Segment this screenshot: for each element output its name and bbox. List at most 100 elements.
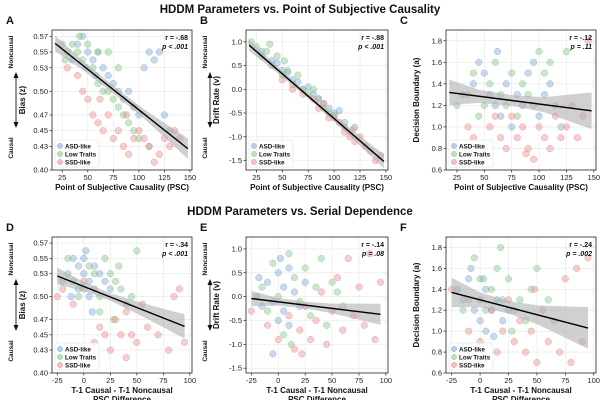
y-tick-label: 0.0 xyxy=(232,292,242,301)
x-tick-label: 25 xyxy=(252,173,260,182)
data-point-ssd xyxy=(96,95,104,103)
data-point-low xyxy=(544,296,552,304)
data-point-ssd xyxy=(175,285,183,293)
data-point-ssd xyxy=(306,336,315,344)
data-point-asd xyxy=(160,111,168,119)
x-tick-label: 75 xyxy=(355,376,363,385)
side-arrow-up-icon xyxy=(13,72,19,78)
x-tick-label: 50 xyxy=(533,376,541,385)
data-point-ssd xyxy=(154,331,162,339)
data-point-ssd xyxy=(510,338,518,346)
x-tick-label: 50 xyxy=(84,173,92,182)
data-point-ssd xyxy=(584,37,592,45)
data-point-asd xyxy=(88,308,96,316)
data-point-low xyxy=(273,52,281,60)
data-point-low xyxy=(74,293,83,301)
data-point-low xyxy=(76,32,84,40)
data-point-asd xyxy=(546,80,554,88)
data-point-ssd xyxy=(119,142,128,150)
x-tick-label: 25 xyxy=(453,173,461,182)
data-point-ssd xyxy=(109,134,117,143)
data-point-ssd xyxy=(312,316,320,325)
y-axis-label: Drift Rate (v) xyxy=(212,281,221,329)
data-point-low xyxy=(315,95,323,103)
x-tick-label: 25 xyxy=(106,376,114,385)
data-point-low xyxy=(117,285,125,293)
y-tick-label: 0.6 xyxy=(432,166,442,175)
data-point-ssd xyxy=(289,85,297,93)
y-tick-label: 1.0 xyxy=(432,327,442,336)
data-point-ssd xyxy=(524,144,532,153)
x-axis-label: T-1 Causal - T-1 Noncausal xyxy=(266,386,367,395)
legend-box xyxy=(448,139,494,168)
data-point-ssd xyxy=(79,87,87,95)
data-point-low xyxy=(306,312,315,320)
stat-r: r = -.24 xyxy=(569,242,592,249)
data-point-ssd xyxy=(263,321,272,329)
data-point-ssd xyxy=(122,308,130,316)
data-point-asd xyxy=(469,80,477,88)
data-point-low xyxy=(294,71,302,79)
data-point-asd xyxy=(145,48,153,56)
side-label-noncausal: Noncausal xyxy=(202,242,209,275)
stat-p: p = .002 xyxy=(565,251,592,258)
side-label-noncausal: Noncausal xyxy=(202,35,209,68)
legend-label-asd: ASD-like xyxy=(459,143,485,150)
data-point-asd xyxy=(482,327,490,335)
data-point-low xyxy=(535,47,543,56)
side-label-causal: Causal xyxy=(8,340,15,362)
data-point-ssd xyxy=(491,112,499,120)
y-tick-label: -0.5 xyxy=(229,316,242,325)
regression-line xyxy=(449,91,592,112)
data-point-ssd xyxy=(89,111,97,119)
legend-label-asd: ASD-like xyxy=(65,346,91,353)
x-tick-label: 125 xyxy=(560,173,573,182)
data-point-ssd xyxy=(376,278,385,286)
data-point-asd xyxy=(276,254,284,263)
panel-letter: F xyxy=(400,222,407,234)
y-tick-label: 0.50 xyxy=(33,292,48,301)
regression-line xyxy=(451,291,589,329)
data-point-low xyxy=(323,321,331,329)
data-point-ssd xyxy=(84,95,92,103)
data-point-low xyxy=(104,48,112,56)
x-tick-label: 50 xyxy=(328,376,336,385)
data-point-asd xyxy=(80,254,88,262)
confidence-band xyxy=(251,290,381,325)
x-axis-label: Point of Subjective Causality (PSC) xyxy=(454,183,588,192)
data-point-asd xyxy=(290,288,298,296)
x-tick-label: 75 xyxy=(109,173,117,182)
data-point-asd xyxy=(155,48,163,56)
data-point-asd xyxy=(67,293,75,301)
side-arrow-down-icon xyxy=(207,122,213,128)
panel-letter: B xyxy=(200,15,208,27)
data-point-low xyxy=(101,254,109,262)
data-point-ssd xyxy=(69,300,77,308)
data-point-ssd xyxy=(497,134,505,142)
y-tick-label: -1.5 xyxy=(229,364,242,373)
data-point-low xyxy=(333,288,341,296)
data-point-ssd xyxy=(63,64,71,72)
y-tick-label: -1.5 xyxy=(229,156,242,165)
data-point-asd xyxy=(74,262,83,270)
legend-marker-low xyxy=(451,354,457,360)
x-tick-label: 75 xyxy=(508,173,516,182)
data-point-low xyxy=(90,270,98,278)
data-point-ssd xyxy=(247,307,255,315)
regression-line xyxy=(57,275,185,328)
stat-p: p = .08 xyxy=(361,251,384,258)
panels: A25 50 75 100 125 1500.400.430.450.470.500.53… xyxy=(6,15,600,400)
data-point-ssd xyxy=(371,336,379,344)
data-point-asd xyxy=(96,270,104,278)
plot-frame xyxy=(245,236,389,374)
data-point-low xyxy=(64,254,72,262)
data-point-ssd xyxy=(533,358,541,367)
x-tick-label: 50 xyxy=(133,376,141,385)
y-tick-label: 0.8 xyxy=(432,348,442,357)
data-point-asd xyxy=(274,316,282,325)
data-point-low xyxy=(125,119,133,127)
panel-e: E -25 0 25 50 75 100 -1.5 -1.0 -0.5 0.0 0.5 1.0 T-1 C… xyxy=(200,222,392,400)
data-point-low xyxy=(115,262,123,270)
data-point-asd xyxy=(280,307,288,315)
